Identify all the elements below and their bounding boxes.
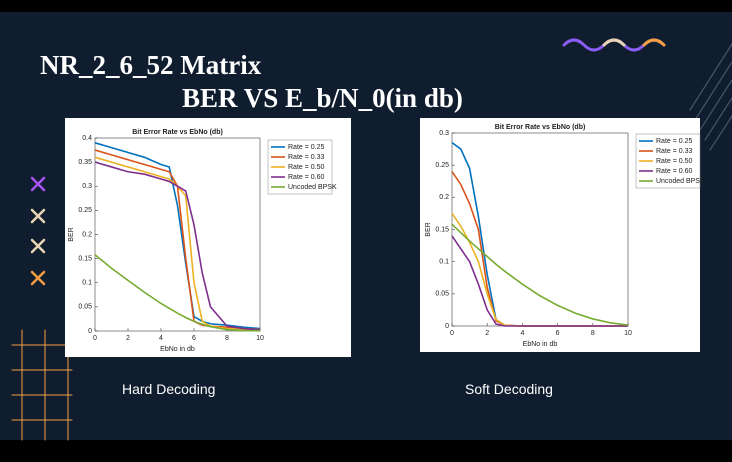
legend-label: Uncoded BPSK [288, 184, 337, 191]
y-axis-label: BER [425, 222, 432, 236]
y-tick-label: 0.35 [78, 159, 92, 166]
series-line [94, 149, 261, 331]
y-tick-label: 0.15 [78, 255, 92, 262]
x-tick-label: 4 [520, 330, 524, 337]
x-tick-label: 0 [450, 330, 454, 337]
legend-label: Rate = 0.33 [288, 154, 324, 161]
chart-title: Bit Error Rate vs EbNo (db) [495, 124, 586, 131]
series-line [451, 235, 628, 327]
decoration [11, 38, 732, 441]
y-tick-label: 0 [88, 328, 92, 335]
y-tick-label: 0.25 [78, 207, 92, 214]
x-tick-label: 10 [256, 335, 264, 342]
series-line [94, 142, 261, 330]
x-axis-label: EbNo in db [523, 341, 558, 348]
x-tick-label: 10 [624, 330, 632, 337]
y-tick-label: 0.15 [435, 226, 449, 233]
legend-label: Uncoded BPSK [656, 178, 705, 185]
series-line [451, 223, 629, 326]
legend-label: Rate = 0.25 [288, 144, 324, 151]
series-line [94, 254, 261, 332]
legend: Rate = 0.25 Rate = 0.33 Rate = 0.50 Rate = … [635, 133, 705, 189]
y-tick-label: 0.1 [82, 280, 92, 287]
series-line [94, 161, 261, 331]
x-tick-label: 6 [556, 330, 560, 337]
y-tick-label: 0.25 [435, 162, 449, 169]
x-tick-label: 0 [93, 335, 97, 342]
slide-subtitle: BER VS E_b/N_0(in db) [182, 83, 463, 113]
legend: Rate = 0.25 Rate = 0.33 Rate = 0.50 Rate = … [267, 139, 337, 195]
y-tick-label: 0.3 [439, 130, 449, 137]
series-line [94, 156, 261, 331]
chart: Bit Error Rate vs EbNo (db) EbNo in db BER… [420, 118, 705, 352]
legend-label: Rate = 0.50 [656, 158, 692, 165]
y-tick-label: 0.4 [82, 135, 92, 142]
y-tick-label: 0.1 [439, 259, 449, 266]
legend-label: Rate = 0.50 [288, 164, 324, 171]
y-tick-label: 0.05 [435, 291, 449, 298]
chart-title: Bit Error Rate vs EbNo (db) [132, 129, 223, 136]
y-tick-label: 0.2 [82, 231, 92, 238]
y-tick-label: 0.05 [78, 304, 92, 311]
legend-label: Rate = 0.60 [656, 168, 692, 175]
y-tick-label: 0.3 [82, 183, 92, 190]
x-tick-label: 2 [485, 330, 489, 337]
caption: Hard Decoding [122, 381, 215, 397]
y-tick-label: 0.2 [439, 194, 449, 201]
x-axis-label: EbNo in db [160, 346, 195, 353]
x-tick-label: 6 [192, 335, 196, 342]
slide-title: NR_2_6_52 Matrix [40, 50, 262, 80]
y-axis-label: BER [68, 227, 75, 241]
chart: Bit Error Rate vs EbNo (db) EbNo in db BER… [65, 118, 351, 357]
caption: Soft Decoding [465, 381, 553, 397]
x-tick-label: 4 [159, 335, 163, 342]
legend-label: Rate = 0.60 [288, 174, 324, 181]
legend-label: Rate = 0.33 [656, 148, 692, 155]
x-tick-label: 8 [591, 330, 595, 337]
x-tick-label: 8 [225, 335, 229, 342]
y-tick-label: 0 [445, 323, 449, 330]
legend-label: Rate = 0.25 [656, 138, 692, 145]
x-tick-label: 2 [126, 335, 130, 342]
